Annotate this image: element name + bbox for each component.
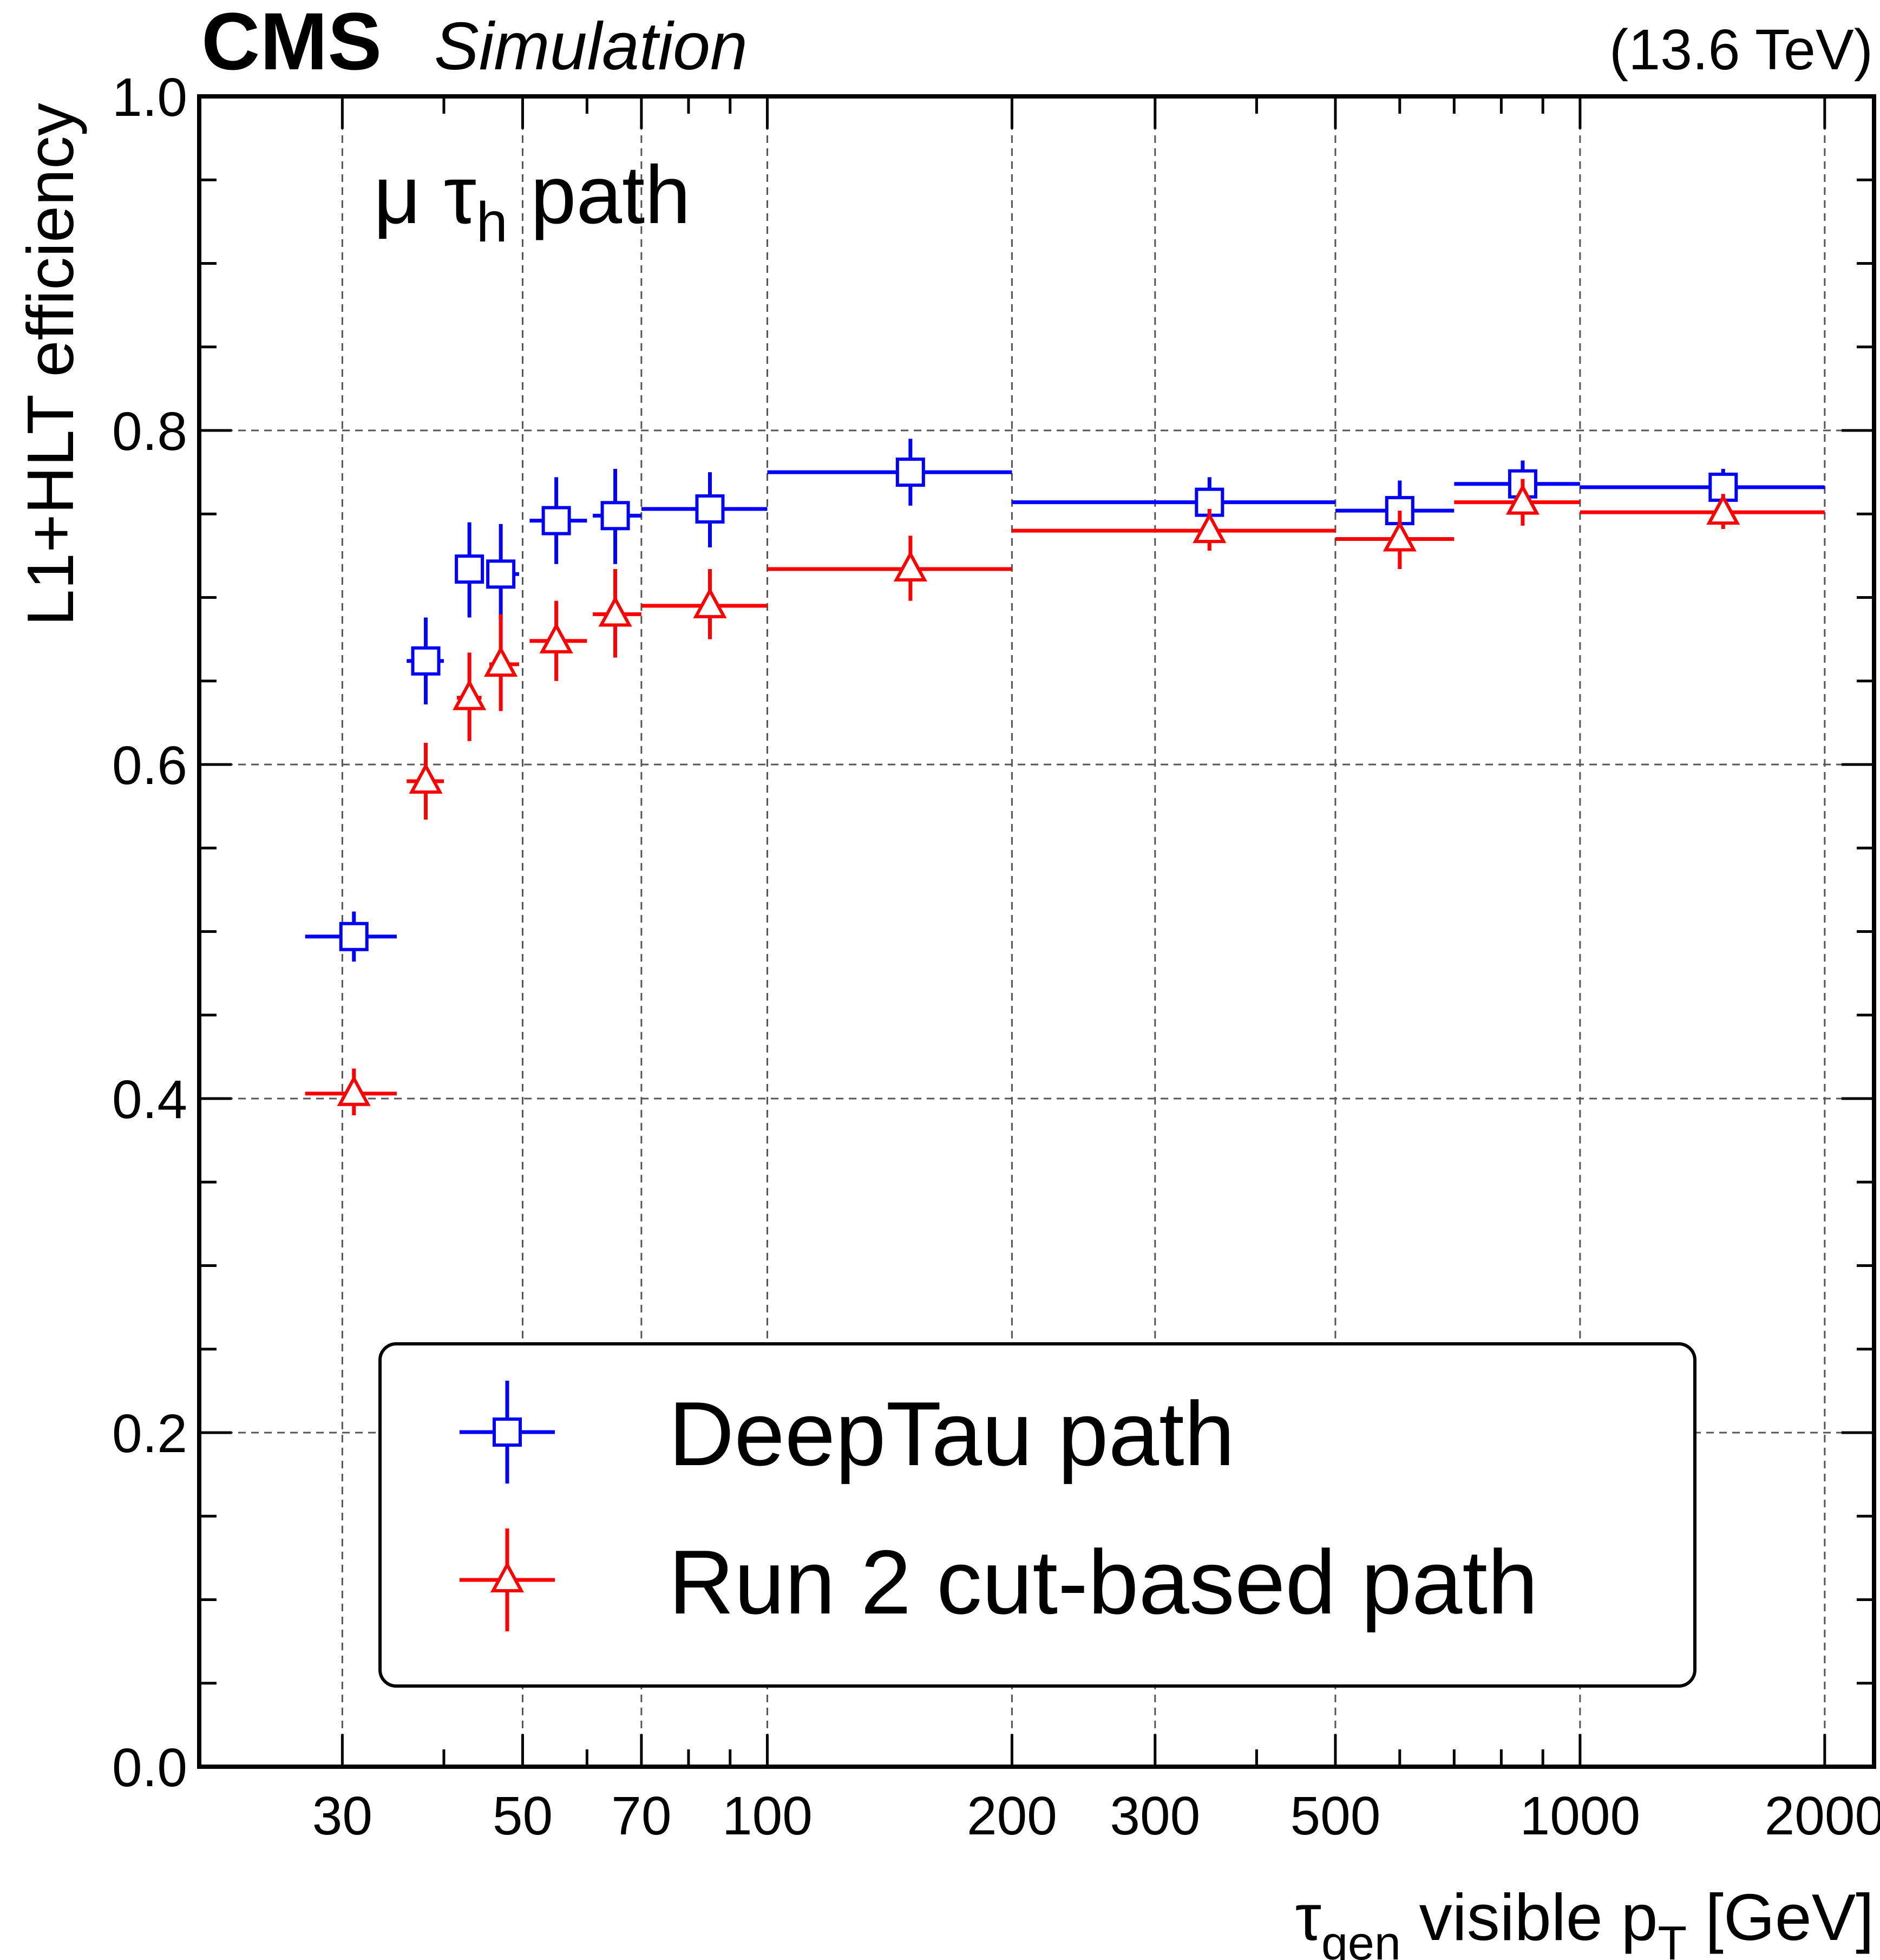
point-marker: [598, 596, 632, 627]
point-marker: [541, 506, 571, 535]
point-marker: [484, 645, 518, 677]
experiment-label: CMS: [201, 0, 382, 87]
y-tick-label: 0.6: [112, 735, 187, 796]
x-tick-label: 2000: [1765, 1786, 1880, 1846]
channel-annotation: μ τh path: [374, 149, 691, 254]
data-point: [529, 600, 587, 681]
data-point: [407, 742, 444, 820]
data-point: [407, 617, 444, 704]
data-point: [1580, 493, 1825, 530]
data-point: [529, 477, 587, 564]
point-marker: [1383, 520, 1417, 552]
x-tick-label: 30: [312, 1786, 372, 1846]
legend: DeepTau path Run 2 cut-based path: [378, 1342, 1696, 1688]
data-point: [593, 468, 641, 564]
x-tick-label: 500: [1290, 1786, 1380, 1846]
x-tick-label: 300: [1110, 1786, 1200, 1846]
axis-ticks: [198, 95, 1874, 1768]
legend-point-marker: [490, 1561, 525, 1592]
point-marker: [339, 922, 369, 951]
x-title-tau: τ: [1295, 1880, 1321, 1954]
x-title-pt-sub: T: [1658, 1916, 1687, 1960]
point-marker: [693, 587, 727, 618]
status-label: Simulation: [434, 9, 748, 84]
data-point: [1012, 508, 1335, 551]
channel-sub: h: [476, 191, 508, 254]
y-tick-label: 0.4: [112, 1069, 187, 1130]
x-tick-label: 70: [611, 1786, 671, 1846]
data-point: [453, 652, 487, 741]
point-marker: [486, 559, 516, 589]
data-point: [484, 614, 519, 711]
point-marker: [1706, 493, 1740, 525]
point-marker: [539, 622, 573, 654]
y-tick-label: 1.0: [112, 67, 187, 128]
data-point: [1454, 479, 1580, 526]
data-point: [593, 569, 641, 658]
data-point: [767, 439, 1012, 506]
legend-label-run2: Run 2 cut-based path: [669, 1531, 1538, 1633]
data-point: [305, 1068, 397, 1115]
y-axis-title: L1+HLT efficiency: [14, 103, 87, 626]
point-marker: [337, 1075, 371, 1106]
x-tick-label: 200: [967, 1786, 1057, 1846]
tick-labels: 30 50 70 100 200 300 500 1000 2000 0.0 0.2 0.4 0.6 0.…: [112, 67, 1880, 1846]
point-marker: [453, 679, 487, 710]
point-marker: [895, 458, 925, 487]
point-marker: [600, 501, 630, 531]
data-series: [305, 439, 1825, 1115]
data-point: [305, 911, 397, 962]
point-marker: [695, 494, 725, 524]
data-point: [1335, 511, 1455, 570]
x-tick-label: 50: [493, 1786, 553, 1846]
data-point: [1012, 477, 1335, 527]
point-marker: [1193, 512, 1227, 544]
point-marker: [1505, 484, 1540, 515]
data-point: [486, 524, 519, 621]
channel-main: μ τ: [374, 149, 476, 241]
x-tick-label: 1000: [1520, 1786, 1640, 1846]
channel-suffix: path: [508, 149, 691, 241]
x-axis-title: τgen visible pT [GeV]: [1295, 1880, 1874, 1960]
data-point: [641, 569, 768, 639]
x-title-unit: [GeV]: [1687, 1880, 1874, 1954]
point-marker: [409, 762, 443, 794]
y-tick-label: 0.8: [112, 401, 187, 462]
x-title-mid: visible p: [1401, 1880, 1658, 1954]
legend-marker-deeptau: [460, 1381, 555, 1484]
series-deeptau: [305, 439, 1825, 962]
point-marker: [1195, 487, 1224, 517]
legend-point-marker: [493, 1417, 522, 1447]
data-point: [455, 522, 484, 618]
point-marker: [411, 646, 441, 676]
y-tick-label: 0.2: [112, 1403, 187, 1464]
data-point: [767, 535, 1012, 601]
series-run2: [305, 479, 1825, 1115]
x-title-tau-sub: gen: [1321, 1916, 1401, 1960]
legend-label-deeptau: DeepTau path: [669, 1383, 1235, 1485]
x-tick-label: 100: [722, 1786, 813, 1846]
legend-box: [378, 1342, 1696, 1688]
energy-label: (13.6 TeV): [1609, 18, 1873, 82]
point-marker: [893, 550, 927, 582]
point-marker: [455, 554, 484, 584]
legend-marker-run2: [460, 1528, 555, 1631]
data-point: [641, 472, 768, 547]
y-tick-label: 0.0: [112, 1737, 187, 1798]
